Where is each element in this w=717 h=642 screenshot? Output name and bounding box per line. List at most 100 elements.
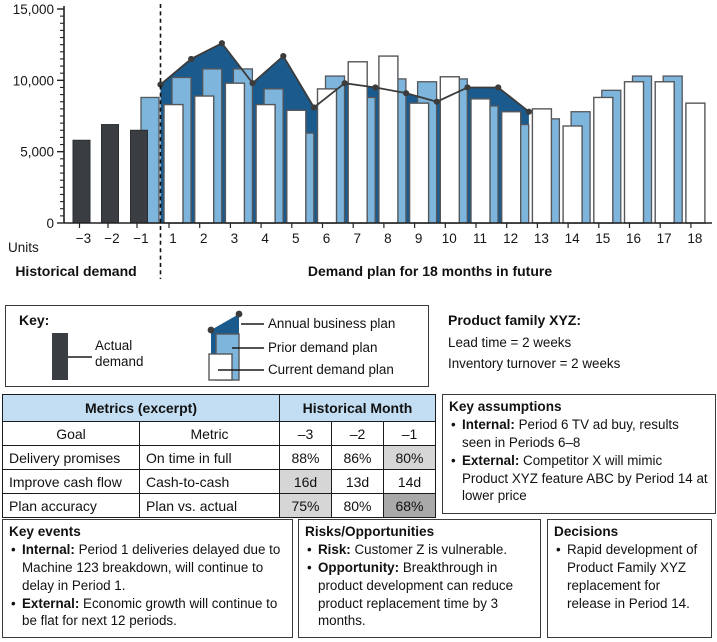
x-tick-label: 6 bbox=[323, 231, 331, 246]
table-row: Delivery promises On time in full 88% 86… bbox=[2, 445, 436, 470]
col-header-m2: –2 bbox=[331, 421, 384, 446]
current-plan-bar bbox=[593, 96, 614, 224]
metrics-table: Metrics (excerpt) Historical Month Goal … bbox=[2, 394, 436, 518]
x-tick-label: 18 bbox=[687, 231, 702, 246]
y-tick-label: 5,000 bbox=[20, 145, 54, 160]
future-section-title: Demand plan for 18 months in future bbox=[307, 263, 553, 279]
x-tick-label: 14 bbox=[565, 231, 581, 246]
actual-demand-bar bbox=[72, 139, 91, 224]
metric-cell: On time in full bbox=[139, 445, 280, 470]
legend-label-prior: Prior demand plan bbox=[268, 340, 378, 355]
metric-value-cell: 68% bbox=[383, 493, 436, 518]
abp-swatch-dot bbox=[235, 310, 243, 318]
current-plan-bar bbox=[193, 95, 215, 224]
product-family-title: Product family XYZ: bbox=[448, 312, 582, 328]
x-tick-label: 8 bbox=[384, 231, 392, 246]
x-tick-label: 11 bbox=[473, 231, 487, 246]
actual-demand-swatch bbox=[52, 333, 68, 380]
col-header-metric: Metric bbox=[139, 421, 280, 446]
abp-point bbox=[433, 98, 440, 105]
table-row: Plan accuracy Plan vs. actual 75% 80% 68… bbox=[2, 493, 436, 518]
metric-cell: Cash-to-cash bbox=[139, 469, 280, 494]
product-family-lead-time: Lead time = 2 weeks bbox=[448, 334, 572, 350]
abp-swatch-dot bbox=[207, 326, 215, 334]
current-plan-bar bbox=[470, 98, 491, 224]
legend-label-abp: Annual business plan bbox=[268, 316, 396, 331]
col-header-m3: –3 bbox=[279, 421, 332, 446]
abp-point bbox=[188, 55, 195, 63]
abp-point bbox=[218, 40, 225, 47]
x-tick-label: 15 bbox=[595, 231, 610, 246]
goal-cell: Improve cash flow bbox=[2, 469, 140, 494]
x-tick-label: 4 bbox=[261, 231, 269, 246]
x-tick-label: 16 bbox=[626, 231, 641, 246]
metrics-table-header-right: Historical Month bbox=[279, 394, 436, 422]
y-tick-label: 15,000 bbox=[13, 2, 54, 17]
list-item: External: Competitor X will mimic Produc… bbox=[449, 452, 709, 505]
x-tick-label: 7 bbox=[353, 231, 361, 246]
legend-label-actual: Actual demand bbox=[95, 338, 144, 370]
metric-value-cell: 14d bbox=[383, 469, 436, 494]
list-item: Internal: Period 6 TV ad buy, results se… bbox=[449, 416, 709, 452]
metric-cell: Plan vs. actual bbox=[139, 493, 280, 518]
current-plan-bar bbox=[501, 111, 522, 224]
current-plan-bar bbox=[654, 81, 675, 224]
key-events-box: Key events Internal: Period 1 deliveries… bbox=[2, 519, 293, 638]
key-assumptions-title: Key assumptions bbox=[449, 399, 562, 414]
y-tick-label: 0 bbox=[46, 216, 54, 231]
x-tick-label: −2 bbox=[104, 231, 119, 246]
y-tick-label: 10,000 bbox=[13, 73, 54, 88]
x-tick-label: −3 bbox=[76, 231, 91, 246]
x-tick-label: −1 bbox=[133, 231, 148, 246]
abp-point bbox=[249, 80, 256, 87]
abp-point bbox=[341, 80, 348, 87]
abp-point bbox=[280, 52, 287, 60]
table-row: Improve cash flow Cash-to-cash 16d 13d 1… bbox=[2, 469, 436, 494]
abp-point bbox=[372, 84, 379, 91]
legend-label-current: Current demand plan bbox=[268, 362, 394, 377]
x-tick-label: 2 bbox=[200, 231, 208, 246]
key-assumptions-box: Key assumptions Internal: Period 6 TV ad… bbox=[442, 394, 716, 514]
current-plan-bar bbox=[562, 125, 583, 224]
list-item: External: Economic growth will continue … bbox=[9, 595, 286, 631]
current-plan-bar bbox=[378, 55, 399, 224]
current-plan-bar bbox=[163, 103, 184, 224]
x-tick-label: 9 bbox=[415, 231, 423, 246]
decisions-box: Decisions Rapid development of Product F… bbox=[547, 519, 712, 638]
metric-value-cell: 80% bbox=[383, 445, 436, 470]
actual-demand-bar bbox=[101, 124, 119, 224]
current-plan-swatch bbox=[208, 353, 233, 381]
x-tick-label: 17 bbox=[657, 231, 672, 246]
col-header-goal: Goal bbox=[2, 421, 140, 446]
metric-value-cell: 86% bbox=[331, 445, 384, 470]
actual-demand-bar bbox=[130, 129, 148, 224]
legend-box: Key: Actual demand Annual business plan … bbox=[5, 305, 429, 387]
abp-point bbox=[525, 108, 533, 115]
current-plan-bar bbox=[531, 108, 553, 224]
decisions-title: Decisions bbox=[554, 524, 619, 539]
current-plan-bar bbox=[316, 88, 338, 224]
abp-point bbox=[403, 90, 410, 97]
metric-value-cell: 16d bbox=[279, 469, 332, 494]
current-plan-bar bbox=[623, 81, 645, 224]
historical-section-title: Historical demand bbox=[15, 263, 137, 279]
metrics-table-header-left: Metrics (excerpt) bbox=[2, 394, 280, 422]
legend-swatches bbox=[52, 310, 264, 381]
current-plan-bar bbox=[224, 82, 246, 224]
product-family-turnover: Inventory turnover = 2 weeks bbox=[448, 356, 621, 372]
list-item: Opportunity: Breakthrough in product dev… bbox=[305, 559, 534, 630]
col-header-m1: –1 bbox=[383, 421, 436, 446]
x-tick-label: 10 bbox=[442, 231, 457, 246]
x-tick-label: 1 bbox=[169, 231, 177, 246]
metric-value-cell: 75% bbox=[279, 493, 332, 518]
abp-point bbox=[464, 84, 471, 91]
product-family-info: Product family XYZ: Lead time = 2 weeks … bbox=[448, 309, 620, 375]
x-tick-label: 3 bbox=[231, 231, 239, 246]
metric-value-cell: 13d bbox=[331, 469, 384, 494]
risks-opportunities-box: Risks/Opportunities Risk: Customer Z is … bbox=[298, 519, 541, 638]
current-plan-bar bbox=[286, 109, 307, 224]
x-tick-label: 13 bbox=[534, 231, 549, 246]
legend-title: Key: bbox=[19, 312, 50, 328]
list-item: Risk: Customer Z is vulnerable. bbox=[305, 541, 534, 559]
